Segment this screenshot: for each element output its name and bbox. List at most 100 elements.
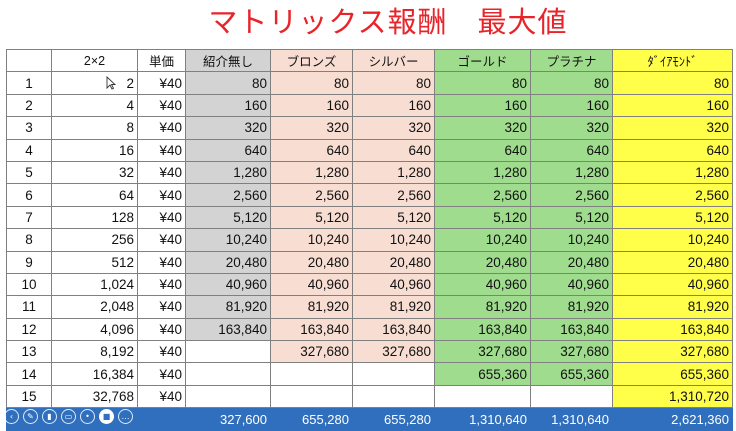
header-cell-count: 2×2 [51, 48, 138, 73]
cell-unit-price: ¥40 [137, 340, 186, 364]
total-cell [137, 407, 186, 431]
cell-bronze: 10,240 [270, 228, 353, 252]
laser-pointer-icon[interactable]: • [80, 409, 95, 424]
cell-diamond: 160 [612, 93, 733, 118]
cell-platinum: 10,240 [530, 228, 613, 252]
cell-row-index: 9 [6, 250, 52, 274]
cell-bronze: 80 [270, 71, 353, 95]
header-cell-platinum: プラチナ [530, 48, 613, 73]
cell-unit-price: ¥40 [137, 384, 186, 409]
cell-platinum: 327,680 [530, 340, 613, 364]
cell-unit-price: ¥40 [137, 116, 186, 140]
highlighter-icon[interactable]: ▮ [42, 409, 57, 424]
cell-silver: 2,560 [352, 183, 435, 207]
cell-diamond: 327,680 [612, 340, 733, 364]
cell-gold: 20,480 [434, 250, 531, 274]
cell-silver: 160 [352, 93, 435, 118]
cell-diamond: 1,310,720 [612, 384, 733, 409]
cell-diamond: 40,960 [612, 272, 733, 297]
cell-platinum: 2,560 [530, 183, 613, 207]
cell-diamond: 1,280 [612, 160, 733, 185]
cell-unit-price: ¥40 [137, 295, 186, 319]
cell-bronze: 160 [270, 93, 353, 118]
cell-unit-price: ¥40 [137, 317, 186, 342]
cell-count: 1,024 [51, 272, 138, 297]
cell-bronze: 20,480 [270, 250, 353, 274]
cell-no-referral: 40,960 [185, 272, 271, 297]
page-title: マトリックス報酬 最大値 [208, 5, 568, 39]
cell-bronze [270, 362, 353, 386]
cell-gold: 80 [434, 71, 531, 95]
cell-gold: 5,120 [434, 205, 531, 230]
cell-diamond: 163,840 [612, 317, 733, 342]
header-cell-diamond: ﾀﾞｲｱﾓﾝﾄﾞ [612, 48, 733, 73]
total-cell-silver: 655,280 [352, 407, 435, 431]
table-row: 7 128 ¥40 5,120 5,120 5,120 5,120 5,120 5,120 [6, 205, 733, 230]
total-cell-platinum: 1,310,640 [530, 407, 613, 431]
cell-bronze: 320 [270, 116, 353, 140]
table-body: 1 2 ¥40 80 80 80 80 80 80 2 4 ¥40 160 160 160 160 160 160… [6, 71, 733, 409]
presentation-toolbar: ‹ ✎ ▮ ▭ • ■ … [0, 405, 174, 428]
total-cell-gold: 1,310,640 [434, 407, 531, 431]
cell-count: 512 [51, 250, 138, 274]
cell-diamond: 640 [612, 138, 733, 162]
cell-silver: 20,480 [352, 250, 435, 274]
table-row: 9 512 ¥40 20,480 20,480 20,480 20,480 20,480 20,… [6, 250, 733, 274]
back-icon[interactable]: ‹ [4, 409, 19, 424]
header-cell-gold: ゴールド [434, 48, 531, 73]
cell-gold: 320 [434, 116, 531, 140]
cell-diamond: 81,920 [612, 295, 733, 319]
cell-platinum [530, 384, 613, 409]
cell-bronze: 640 [270, 138, 353, 162]
eraser-icon[interactable]: ▭ [61, 409, 76, 424]
table-row: 13 8,192 ¥40 327,680 327,680 327,680 327,680 32… [6, 340, 733, 364]
cell-unit-price: ¥40 [137, 71, 186, 95]
cell-no-referral: 640 [185, 138, 271, 162]
cell-no-referral: 2,560 [185, 183, 271, 207]
cell-count: 256 [51, 228, 138, 252]
cell-bronze: 2,560 [270, 183, 353, 207]
cell-silver: 5,120 [352, 205, 435, 230]
header-cell-bronze: ブロンズ [270, 48, 353, 73]
cell-no-referral [185, 340, 271, 364]
cell-diamond: 80 [612, 71, 733, 95]
header-cell-unit-price: 単価 [137, 48, 186, 73]
cell-count: 4 [51, 93, 138, 118]
cell-gold: 1,280 [434, 160, 531, 185]
mouse-cursor-icon [106, 76, 116, 90]
table-row: 6 64 ¥40 2,560 2,560 2,560 2,560 2,560 2,560 [6, 183, 733, 207]
cell-gold: 160 [434, 93, 531, 118]
more-icon[interactable]: … [118, 409, 133, 424]
cell-gold: 655,360 [434, 362, 531, 386]
cell-row-index: 15 [6, 384, 52, 409]
cell-row-index: 1 [6, 71, 52, 95]
cell-platinum: 5,120 [530, 205, 613, 230]
total-cell-no-referral: 327,600 [185, 407, 271, 431]
cell-diamond: 2,560 [612, 183, 733, 207]
cell-diamond: 655,360 [612, 362, 733, 386]
cell-no-referral: 160 [185, 93, 271, 118]
cell-count: 64 [51, 183, 138, 207]
pen-icon[interactable]: ✎ [23, 409, 38, 424]
camera-icon[interactable]: ■ [99, 409, 114, 424]
table-row: 10 1,024 ¥40 40,960 40,960 40,960 40,960 40,960… [6, 272, 733, 297]
header-cell-no-referral: 紹介無し [185, 48, 271, 73]
cell-gold: 10,240 [434, 228, 531, 252]
cell-bronze: 81,920 [270, 295, 353, 319]
cell-silver: 81,920 [352, 295, 435, 319]
table-row: 11 2,048 ¥40 81,920 81,920 81,920 81,920 81,920… [6, 295, 733, 319]
cell-silver: 320 [352, 116, 435, 140]
cell-row-index: 6 [6, 183, 52, 207]
cell-bronze: 327,680 [270, 340, 353, 364]
cell-row-index: 11 [6, 295, 52, 319]
cell-row-index: 4 [6, 138, 52, 162]
cell-bronze: 40,960 [270, 272, 353, 297]
totals-row: 327,600 655,280 655,280 1,310,640 1,310,… [6, 407, 733, 431]
cell-bronze [270, 384, 353, 409]
table-row: 12 4,096 ¥40 163,840 163,840 163,840 163,840 16… [6, 317, 733, 342]
cell-no-referral: 320 [185, 116, 271, 140]
cell-silver: 640 [352, 138, 435, 162]
cell-row-index: 14 [6, 362, 52, 386]
cell-platinum: 80 [530, 71, 613, 95]
cell-row-index: 8 [6, 228, 52, 252]
